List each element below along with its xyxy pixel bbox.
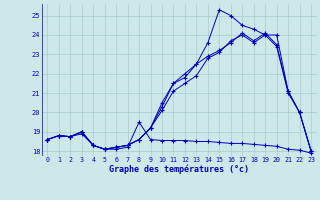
X-axis label: Graphe des températures (°c): Graphe des températures (°c) bbox=[109, 165, 249, 174]
